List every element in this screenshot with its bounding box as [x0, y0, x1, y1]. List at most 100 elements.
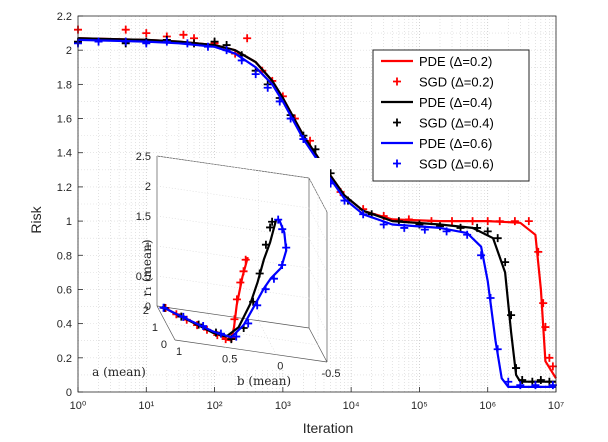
y-tick-label: 2 — [66, 45, 72, 57]
series-marker — [179, 312, 188, 321]
x-tick-label: 10³ — [275, 400, 291, 412]
inset-a-tick-label: 1 — [152, 322, 158, 334]
series-marker — [510, 217, 519, 226]
inset-a-tick-label: 0 — [161, 339, 167, 351]
main-plot-frame — [77, 15, 557, 393]
series-marker — [394, 217, 403, 226]
series-marker — [266, 223, 275, 232]
series-marker — [232, 295, 241, 304]
series-marker — [548, 381, 557, 390]
series-marker — [483, 217, 492, 226]
y-tick-label: 0 — [66, 387, 72, 399]
series-marker — [199, 322, 208, 331]
inset-gridline — [156, 185, 328, 243]
series-marker — [468, 217, 477, 226]
inset-b-tick-label: 1 — [176, 346, 182, 358]
series-marker — [183, 39, 192, 48]
series-marker — [239, 267, 248, 276]
series-marker — [286, 114, 295, 123]
series-marker — [493, 234, 502, 243]
series-marker — [282, 243, 291, 252]
y-tick-label: 1.2 — [57, 182, 72, 194]
inset-b-tick-label: 0.5 — [222, 353, 237, 365]
series-marker — [456, 223, 465, 232]
x-tick-label: 10⁷ — [548, 400, 564, 412]
series-marker — [236, 278, 245, 287]
series-marker — [241, 255, 250, 264]
series-line — [77, 37, 556, 383]
x-tick-label: 10² — [207, 400, 223, 412]
series-marker — [253, 301, 262, 310]
series-marker — [448, 217, 457, 226]
x-tick-label: 10⁵ — [411, 400, 428, 412]
inset-z-tick-label: 1 — [145, 241, 151, 253]
inset-z-tick-label: 2 — [145, 181, 151, 193]
inset-box-edge — [174, 339, 328, 363]
y-tick-label: 0.4 — [57, 319, 72, 331]
series-marker — [278, 225, 287, 234]
series-marker — [222, 46, 231, 55]
series-marker — [255, 269, 264, 278]
x-tick-label: 10⁰ — [70, 400, 87, 412]
series-marker — [179, 30, 188, 39]
legend-marker-swatch — [393, 118, 401, 127]
series-marker — [203, 42, 212, 51]
inset-gridline — [156, 275, 328, 333]
series-marker — [534, 247, 543, 256]
series-marker — [299, 135, 308, 144]
plot-border — [77, 15, 557, 393]
series-marker — [268, 217, 277, 226]
series-marker — [216, 329, 225, 338]
series-marker — [539, 299, 548, 308]
series-marker — [473, 223, 482, 232]
series-marker — [274, 215, 283, 224]
series-marker — [269, 274, 278, 283]
series-marker — [251, 70, 260, 79]
x-axis-label: Iteration — [303, 420, 354, 436]
series-marker — [486, 294, 495, 302]
inset-box-edge — [156, 305, 310, 329]
series-marker — [162, 37, 171, 46]
main-series-layer — [74, 25, 557, 390]
y-tick-label: 2.2 — [57, 11, 72, 23]
series-marker — [477, 251, 486, 260]
series-marker — [142, 39, 151, 48]
y-tick-label: 1 — [66, 216, 72, 228]
series-marker — [483, 227, 492, 236]
inset-3d-box — [150, 155, 330, 370]
y-tick-label: 1.4 — [57, 148, 72, 160]
series-marker — [536, 376, 545, 385]
series-marker — [244, 319, 253, 328]
series-marker — [548, 362, 557, 371]
inset-a-tick-label: 2 — [143, 305, 149, 317]
series-marker — [210, 37, 219, 46]
series-marker — [541, 323, 550, 332]
series-marker — [420, 225, 429, 234]
series-marker — [340, 196, 349, 205]
inset-z-axis-label: r₁ (mean) — [140, 239, 154, 296]
series-marker — [230, 315, 239, 324]
series-marker — [524, 217, 533, 226]
legend-label: SGD (Δ=0.6) — [419, 157, 494, 172]
series-marker — [493, 345, 502, 354]
series-marker — [232, 332, 241, 341]
series-marker — [518, 376, 527, 385]
inset-gridline — [156, 215, 328, 273]
series-marker — [495, 217, 504, 226]
series-marker — [516, 381, 525, 390]
inset-b-tick-label: -0.5 — [322, 368, 341, 380]
series-marker — [379, 220, 388, 229]
series-marker — [142, 29, 151, 38]
y-tick-label: 1.6 — [57, 114, 72, 126]
inset-y-axis-label: a (mean) — [92, 365, 146, 379]
series-marker — [311, 145, 320, 154]
series-marker — [237, 56, 246, 65]
series-marker — [463, 230, 472, 239]
inset-series-layer — [159, 215, 291, 344]
legend-marker-swatch — [393, 77, 401, 86]
series-marker — [243, 34, 252, 43]
legend-marker-swatch — [393, 159, 401, 168]
